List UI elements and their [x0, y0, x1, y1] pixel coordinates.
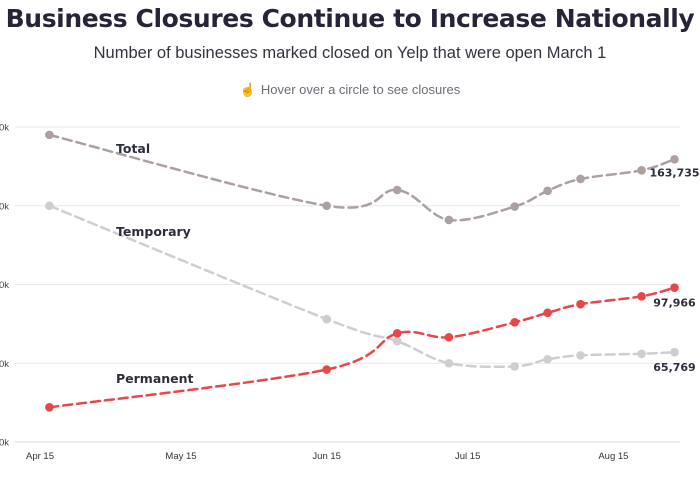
data-point-total[interactable]: [576, 174, 585, 184]
series-line-permanent: [48, 286, 676, 409]
chart-title: Business Closures Continue to Increase N…: [5, 4, 695, 33]
data-point-total[interactable]: [510, 202, 519, 211]
data-point-temporary[interactable]: [576, 351, 585, 360]
x-tick-label: Aug 15: [598, 451, 628, 462]
x-tick-label: May 15: [165, 451, 196, 462]
hover-hint: ☝ Hover over a circle to see closures: [0, 82, 700, 98]
series-line-total: [48, 133, 676, 222]
data-point-total[interactable]: [637, 166, 646, 175]
data-point-temporary[interactable]: [392, 336, 402, 346]
data-point-temporary[interactable]: [45, 201, 54, 211]
data-point-total[interactable]: [45, 130, 54, 140]
chart-subtitle: Number of businesses marked closed on Ye…: [93, 44, 607, 62]
data-point-temporary[interactable]: [637, 349, 646, 359]
series-line-temporary: [48, 204, 676, 369]
data-point-temporary[interactable]: [444, 358, 454, 368]
data-point-permanent[interactable]: [670, 283, 679, 293]
data-point-total[interactable]: [444, 215, 454, 225]
data-point-permanent[interactable]: [510, 318, 519, 327]
data-point-temporary[interactable]: [543, 355, 552, 364]
data-point-total[interactable]: [543, 186, 552, 196]
end-value-label-temporary: 65,769: [653, 361, 695, 374]
data-point-temporary[interactable]: [510, 362, 519, 371]
data-point-permanent[interactable]: [45, 403, 54, 412]
data-point-permanent[interactable]: [444, 332, 454, 342]
y-tick-label: 0k: [0, 438, 9, 449]
data-point-temporary[interactable]: [322, 314, 332, 324]
data-point-permanent[interactable]: [392, 329, 402, 338]
data-point-permanent[interactable]: [576, 299, 585, 309]
data-point-total[interactable]: [392, 185, 402, 195]
data-point-permanent[interactable]: [637, 292, 646, 301]
y-tick-label: 150k: [0, 201, 9, 212]
end-value-label-total: 163,735: [649, 166, 699, 179]
series-label-temporary: Temporary: [116, 224, 191, 239]
data-point-temporary[interactable]: [670, 347, 679, 357]
y-tick-label: 50k: [0, 359, 9, 370]
data-point-permanent[interactable]: [543, 308, 552, 318]
pointing-hand-icon: ☝: [239, 82, 256, 97]
y-tick-label: 100k: [0, 280, 9, 291]
series-label-permanent: Permanent: [116, 371, 194, 386]
data-point-total[interactable]: [670, 154, 679, 164]
x-tick-label: Jun 15: [312, 451, 341, 462]
end-value-label-permanent: 97,966: [653, 297, 696, 310]
hover-hint-text: Hover over a circle to see closures: [260, 82, 461, 97]
data-point-total[interactable]: [322, 201, 332, 211]
data-point-permanent[interactable]: [322, 365, 332, 374]
x-tick-label: Apr 15: [26, 451, 54, 462]
x-tick-label: Jul 15: [455, 451, 480, 462]
series-label-total: Total: [116, 141, 150, 156]
y-tick-label: 200k: [0, 123, 9, 134]
